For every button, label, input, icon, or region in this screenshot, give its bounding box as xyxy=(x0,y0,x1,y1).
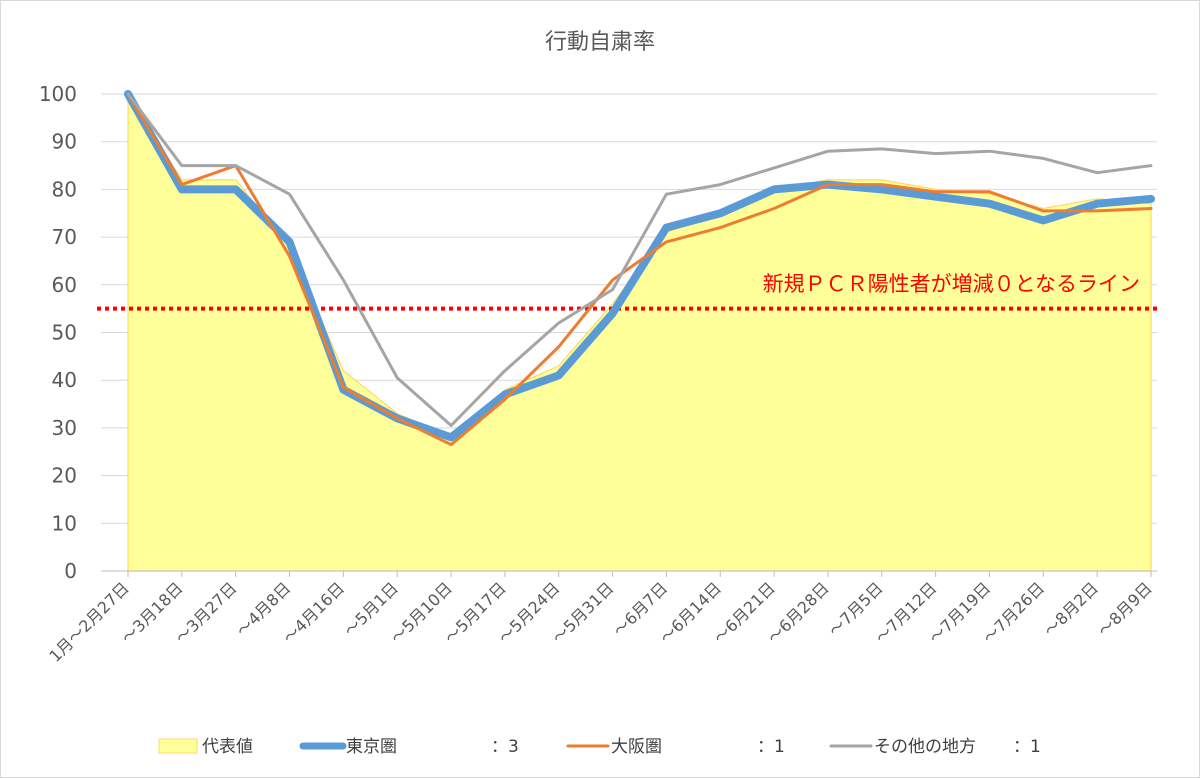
y-tick-label-100: 100 xyxy=(39,82,77,106)
y-tick-label-0: 0 xyxy=(64,559,77,583)
y-tick-label-10: 10 xyxy=(52,511,77,535)
area-series-0 xyxy=(127,91,1152,572)
area-series xyxy=(127,91,1152,572)
x-axis: 1月～2月27日～3月18日～3月27日～4月8日～4月16日～5月1日～5月1… xyxy=(45,571,1156,666)
y-tick-label-40: 40 xyxy=(52,368,77,392)
y-tick-label-70: 70 xyxy=(52,225,77,249)
legend-label-1: 東京圏 xyxy=(346,737,397,757)
y-tick-label-60: 60 xyxy=(52,273,77,297)
line-series-3 xyxy=(126,92,1153,427)
legend-weight-2: ：1 xyxy=(757,737,785,757)
y-tick-label-30: 30 xyxy=(52,416,77,440)
line-series-2 xyxy=(126,92,1153,447)
legend-label-2: 大阪圏 xyxy=(611,737,662,757)
y-tick-label-50: 50 xyxy=(52,321,77,345)
x-tick-label-18: ～8月2日 xyxy=(1040,578,1102,640)
x-tick-label-0: 1月～2月27日 xyxy=(45,578,132,665)
x-tick-label-19: ～8月9日 xyxy=(1094,578,1156,640)
legend-label-0: 代表値 xyxy=(202,737,253,757)
threshold-annotation: 新規ＰＣＲ陽性者が増減０となるライン xyxy=(763,272,1140,296)
chart-title: 行動自粛率 xyxy=(545,30,655,55)
y-tick-label-20: 20 xyxy=(52,464,77,488)
y-axis: 0 10 20 30 40 50 60 70 80 90 100 xyxy=(39,82,1157,583)
line-series xyxy=(124,90,1155,447)
legend-swatch-0 xyxy=(158,738,198,754)
legend: 代表値 東京圏 ：3 大阪圏 ：1 その他の地方 ：1 xyxy=(158,737,1041,757)
legend-weight-3: ：1 xyxy=(1013,737,1041,757)
y-tick-label-90: 90 xyxy=(52,130,77,154)
legend-weight-1: ：3 xyxy=(491,737,519,757)
legend-label-3: その他の地方 xyxy=(874,737,976,757)
line-series-1 xyxy=(124,90,1155,442)
y-tick-label-80: 80 xyxy=(52,177,77,201)
